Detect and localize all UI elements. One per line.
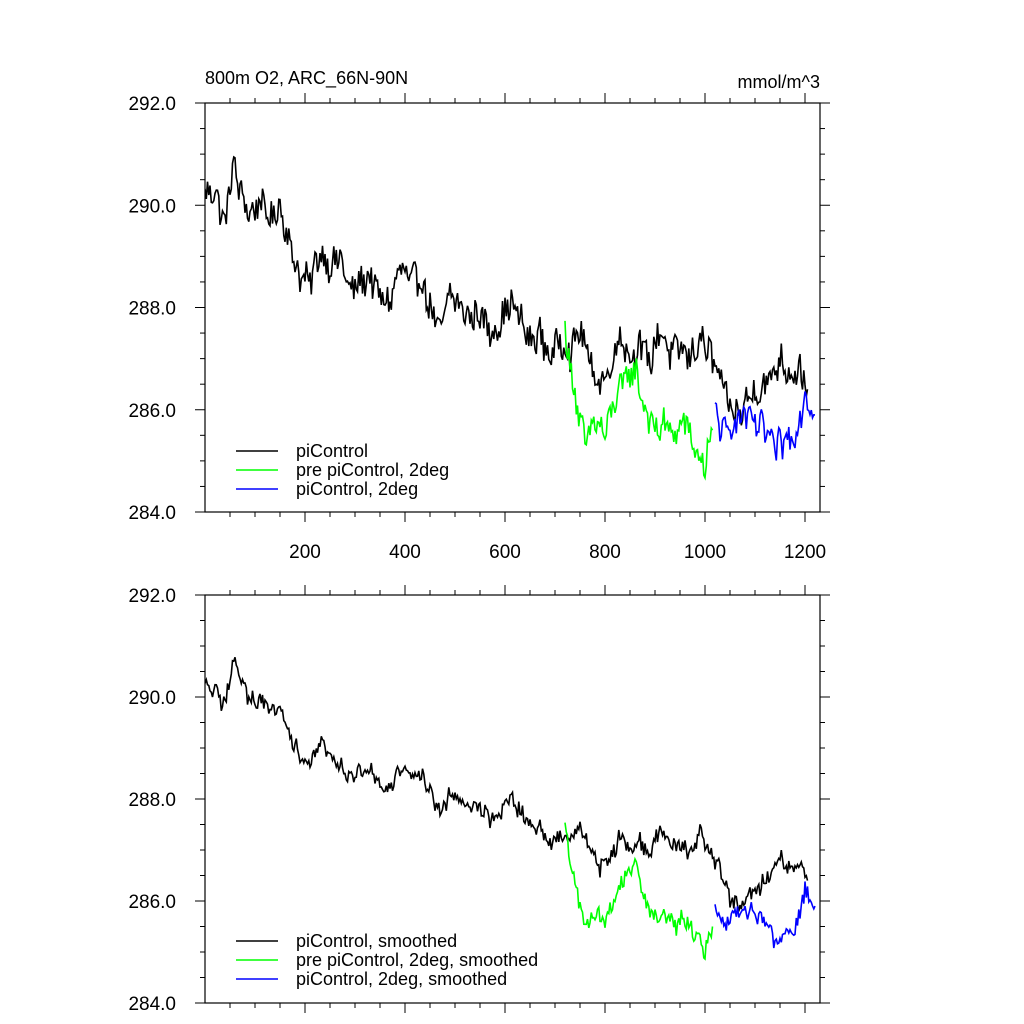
legend-label: pre piControl, 2deg — [296, 460, 449, 480]
y-tick-label: 286.0 — [128, 401, 176, 422]
y-tick-label: 292.0 — [128, 586, 176, 607]
legend-label: piControl, smoothed — [296, 931, 457, 951]
series-line-2 — [564, 822, 714, 961]
x-tick-label: 800 — [589, 542, 621, 563]
legend-label: piControl — [296, 441, 368, 461]
y-tick-label: 284.0 — [128, 503, 176, 524]
y-tick-label: 288.0 — [128, 790, 176, 811]
series-line-2 — [564, 320, 714, 481]
series-line-1 — [205, 657, 809, 912]
bottom-panel: 284.0 286.0 288.0 290.0 292.0 piControl, smoo… — [128, 585, 830, 1015]
legend-label: pre piControl, 2deg, smoothed — [296, 950, 538, 970]
x-tick-label: 400 — [389, 542, 421, 563]
y-tick-label: 286.0 — [128, 892, 176, 913]
chart-title: 800m O2, ARC_66N-90N — [205, 68, 408, 89]
series-line-3 — [714, 881, 816, 949]
y-tick-label: 292.0 — [128, 94, 176, 115]
x-tick-label: 200 — [289, 542, 321, 563]
x-tick-label: 1200 — [784, 542, 826, 563]
x-tick-label: 1000 — [684, 542, 726, 563]
legend-label: piControl, 2deg — [296, 479, 418, 499]
chart-units: mmol/m^3 — [738, 72, 820, 92]
y-tick-label: 290.0 — [128, 688, 176, 709]
top-panel: 800m O2, ARC_66N-90N mmol/m^3 200 400 600 8… — [128, 68, 830, 563]
series-line-1 — [205, 155, 809, 426]
legend-label: piControl, 2deg, smoothed — [296, 969, 507, 989]
y-tick-label: 288.0 — [128, 299, 176, 320]
y-tick-label: 284.0 — [128, 994, 176, 1015]
series-line-3 — [714, 391, 816, 461]
y-tick-label: 290.0 — [128, 196, 176, 217]
x-tick-label: 600 — [489, 542, 521, 563]
